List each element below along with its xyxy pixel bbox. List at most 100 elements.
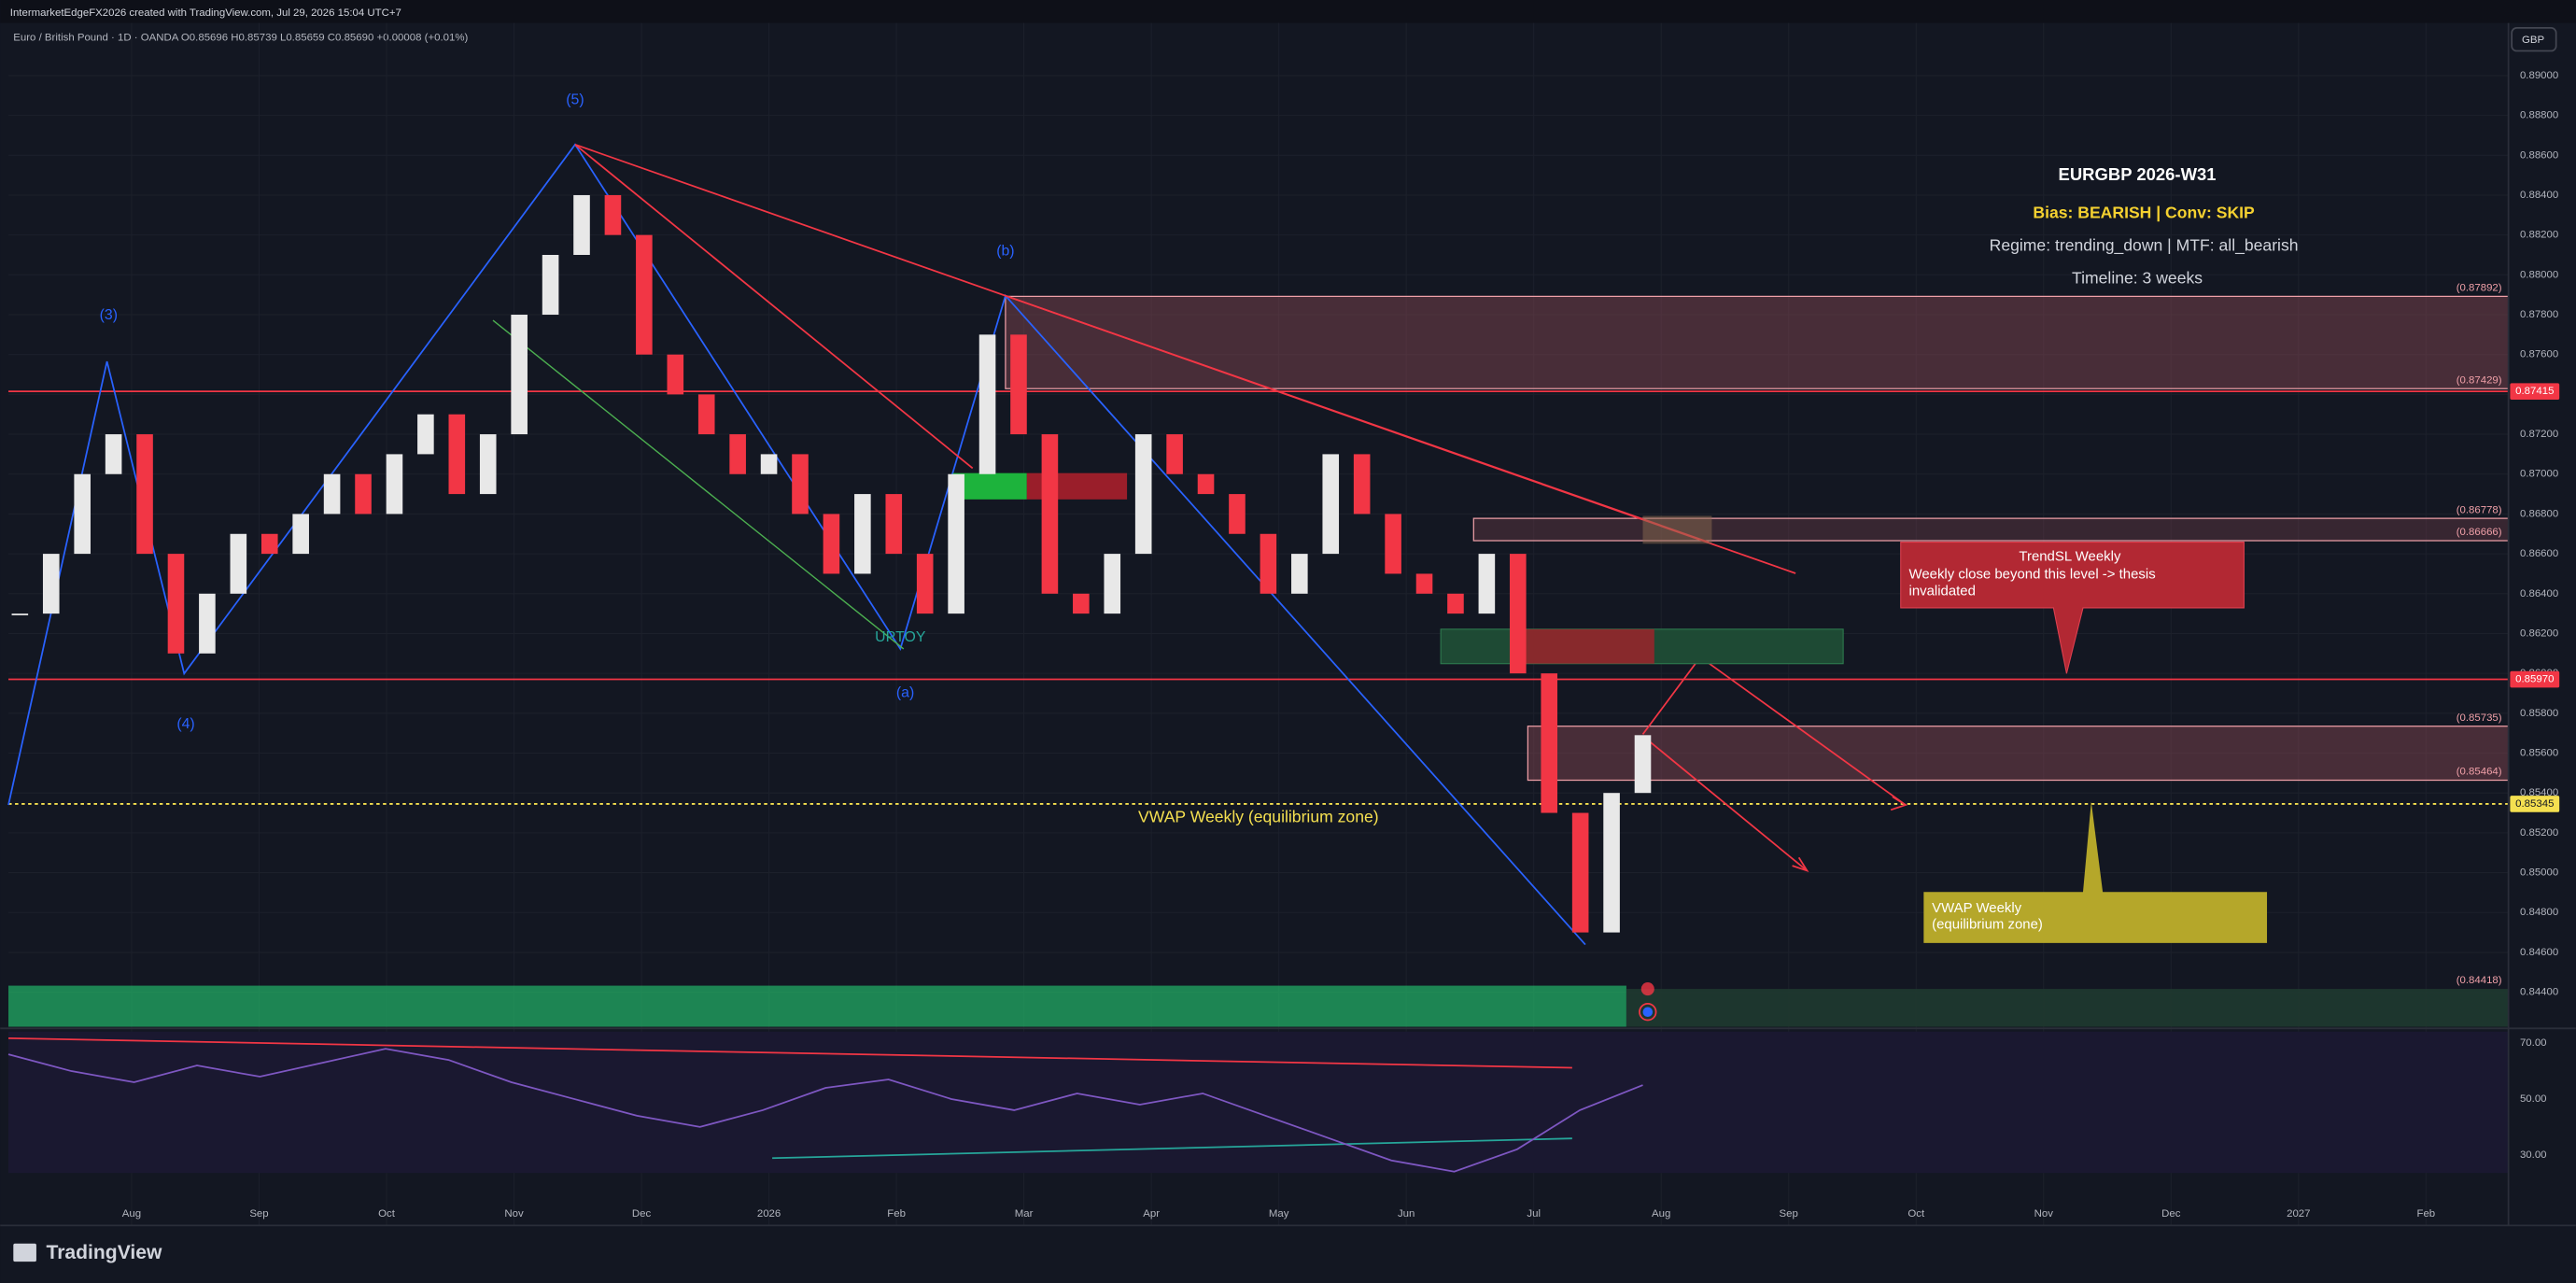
brand-logo <box>13 1243 36 1262</box>
price-tick-label: 0.88000 <box>2520 269 2558 280</box>
candle <box>760 454 778 474</box>
candle <box>417 414 434 455</box>
arrow-head <box>1890 796 1908 811</box>
time-tick-label: Nov <box>2034 1208 2054 1220</box>
price-tick-label: 0.88600 <box>2520 149 2558 161</box>
event-icon[interactable] <box>1642 1007 1654 1017</box>
candle <box>573 194 590 255</box>
candle <box>292 514 309 555</box>
level-label: (0.87429) <box>2456 374 2502 386</box>
price-tick-label: 0.86400 <box>2520 588 2558 599</box>
vwap-callout <box>1923 801 2268 943</box>
header-bar <box>0 0 2576 23</box>
currency-button[interactable] <box>2511 27 2557 52</box>
candle <box>1073 593 1090 614</box>
panel-bias: Bias: BEARISH | Conv: SKIP <box>2033 203 2255 221</box>
candle <box>823 514 840 574</box>
candle <box>1634 735 1652 794</box>
candle <box>11 613 29 615</box>
trendsl-callout <box>1900 542 2245 674</box>
candle <box>1229 494 1246 534</box>
price-tick-label: 0.84800 <box>2520 907 2558 918</box>
candle <box>792 454 809 515</box>
price-tick-label: 0.85000 <box>2520 867 2558 879</box>
candle <box>854 494 871 574</box>
time-tick-label: Nov <box>504 1208 524 1220</box>
time-tick-label: 2027 <box>2287 1208 2310 1220</box>
fvg-zone <box>1511 628 1654 664</box>
level-tag <box>2510 670 2560 688</box>
channel-line <box>492 319 905 650</box>
price-tick-label: 0.86200 <box>2520 627 2558 639</box>
wave-label: (b) <box>996 243 1014 259</box>
price-tick-label: 0.85600 <box>2520 748 2558 759</box>
event-icon[interactable] <box>1639 1003 1657 1022</box>
event-icon[interactable] <box>1640 982 1654 996</box>
time-tick-label: Oct <box>378 1208 396 1220</box>
trend-line <box>1005 294 1710 543</box>
wave-label: (5) <box>566 92 584 108</box>
rsi-tick-label: 50.00 <box>2520 1093 2547 1105</box>
candle <box>74 473 91 555</box>
candle <box>1010 334 1027 435</box>
level-label: 0.87415 <box>2515 386 2554 397</box>
vwap-label: VWAP Weekly (equilibrium zone) <box>1138 808 1379 826</box>
time-tick-label: Aug <box>122 1208 141 1220</box>
time-tick-label: Sep <box>249 1208 268 1220</box>
price-zone <box>1472 517 2510 542</box>
time-tick-label: May <box>1269 1208 1289 1220</box>
rsi-tick-label: 70.00 <box>2520 1037 2547 1049</box>
price-tick-label: 0.84400 <box>2520 987 2558 998</box>
level-label: (0.86666) <box>2456 527 2502 538</box>
candle <box>448 414 466 495</box>
time-tick-label: Feb <box>887 1208 906 1220</box>
level-label: (0.85735) <box>2456 712 2502 724</box>
rsi-line <box>7 1048 1643 1173</box>
candle <box>136 434 153 555</box>
price-tick-label: 0.85400 <box>2520 787 2558 798</box>
candle <box>1291 554 1308 594</box>
volume-profile <box>8 985 1626 1027</box>
level-label: 0.85345 <box>2515 798 2554 810</box>
credit: IntermarketEdgeFX2026 created with Tradi… <box>10 7 401 19</box>
level-label: (0.86778) <box>2456 504 2502 515</box>
candle <box>885 494 903 555</box>
time-tick-label: Dec <box>2161 1208 2181 1220</box>
time-tick-label: Sep <box>1780 1208 1798 1220</box>
price-tick-label: 0.86800 <box>2520 508 2558 519</box>
candle <box>667 354 684 395</box>
price-tick-label: 0.87000 <box>2520 469 2558 480</box>
candle <box>1104 554 1121 614</box>
candle <box>199 593 216 654</box>
candle <box>1478 554 1496 614</box>
rsi-trend-line <box>8 1036 1572 1069</box>
candle <box>1041 434 1059 594</box>
candle <box>1415 573 1433 594</box>
trendsl-text: Weekly close beyond this level -> thesis <box>1909 567 2156 583</box>
candle <box>948 473 964 614</box>
candle <box>636 234 653 355</box>
rsi-pane <box>8 1031 2509 1174</box>
order-block <box>952 472 1027 500</box>
time-tick-label: Jun <box>1398 1208 1415 1220</box>
level-label: 0.85970 <box>2515 674 2554 685</box>
candle <box>1322 454 1340 555</box>
wave-label: (a) <box>896 685 914 701</box>
price-zone <box>1527 726 2510 782</box>
candle <box>1197 473 1215 495</box>
rsi-tick-label: 30.00 <box>2520 1149 2547 1161</box>
price-zone <box>1005 295 2510 389</box>
candle <box>1510 554 1527 674</box>
time-tick-label: Oct <box>1907 1208 1925 1220</box>
price-tick-label: 0.88400 <box>2520 190 2558 201</box>
candle <box>542 254 559 316</box>
panel-timeline: Timeline: 3 weeks <box>2072 269 2203 288</box>
price-tick-label: 0.87800 <box>2520 309 2558 320</box>
candle <box>260 533 278 555</box>
candle <box>1603 793 1620 933</box>
price-tick-label: 0.88800 <box>2520 110 2558 121</box>
vwap-callout-text: VWAP Weekly <box>1932 900 2022 916</box>
panel-regime: Regime: trending_down | MTF: all_bearish <box>1990 236 2299 256</box>
wave-label: (3) <box>100 307 118 323</box>
currency[interactable]: GBP <box>2522 35 2545 46</box>
